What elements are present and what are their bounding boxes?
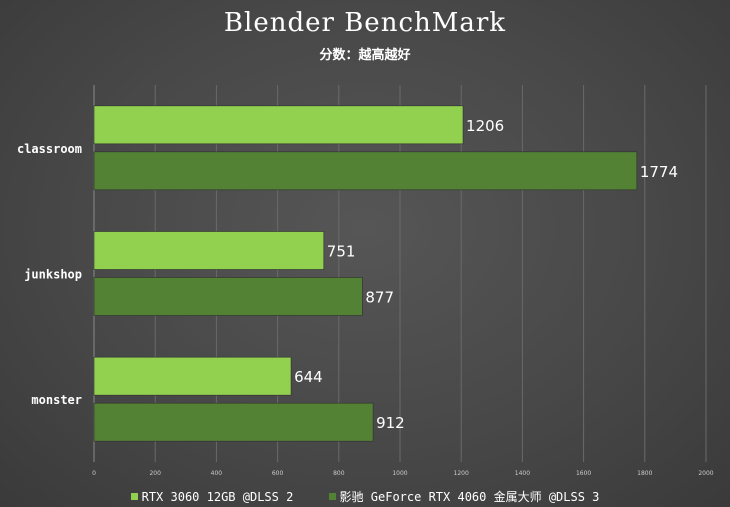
data-label-junkshop-series-1: 751 — [327, 243, 356, 261]
legend-item-series-1: RTX 3060 12GB @DLSS 2 — [130, 490, 294, 504]
bar-monster-series-2 — [93, 402, 374, 442]
legend-swatch-series-2 — [328, 493, 336, 500]
data-label-classroom-series-2: 1774 — [640, 163, 678, 181]
bar-classroom-series-1 — [93, 105, 464, 145]
category-label-monster: monster — [31, 393, 82, 407]
x-tick-label: 1600 — [576, 470, 591, 477]
category-label-junkshop: junkshop — [24, 268, 82, 282]
x-tick-label: 0 — [92, 470, 96, 477]
x-tick-label: 1800 — [637, 470, 652, 477]
chart-title: Blender BenchMark — [223, 8, 507, 38]
bar-junkshop-series-2 — [93, 277, 363, 316]
data-label-classroom-series-1: 1206 — [466, 117, 504, 135]
legend: RTX 3060 12GB @DLSS 2 影驰 GeForce RTX 406… — [0, 488, 730, 505]
data-label-monster-series-2: 912 — [376, 414, 405, 432]
legend-label-series-1: RTX 3060 12GB @DLSS 2 — [141, 490, 294, 504]
data-label-monster-series-1: 644 — [294, 368, 323, 386]
x-tick-label: 1000 — [392, 470, 407, 477]
x-tick-label: 2000 — [698, 470, 713, 477]
bar-classroom-series-2 — [93, 151, 638, 191]
x-tick-label: 800 — [333, 470, 345, 477]
x-tick-label: 1400 — [515, 470, 530, 477]
x-tick-label: 200 — [149, 470, 161, 477]
bar-junkshop-series-1 — [93, 231, 325, 270]
bar-monster-series-1 — [93, 356, 292, 396]
legend-label-series-2: 影驰 GeForce RTX 4060 金属大师 @DLSS 3 — [339, 490, 600, 504]
x-tick-label: 400 — [211, 470, 223, 477]
data-label-junkshop-series-2: 877 — [365, 289, 394, 307]
legend-swatch-series-1 — [130, 493, 138, 500]
category-label-classroom: classroom — [17, 142, 82, 156]
x-tick-label: 600 — [272, 470, 284, 477]
x-tick-label: 1200 — [454, 470, 469, 477]
legend-item-series-2: 影驰 GeForce RTX 4060 金属大师 @DLSS 3 — [328, 488, 600, 505]
chart-subtitle: 分数：越高越好 — [319, 48, 411, 63]
